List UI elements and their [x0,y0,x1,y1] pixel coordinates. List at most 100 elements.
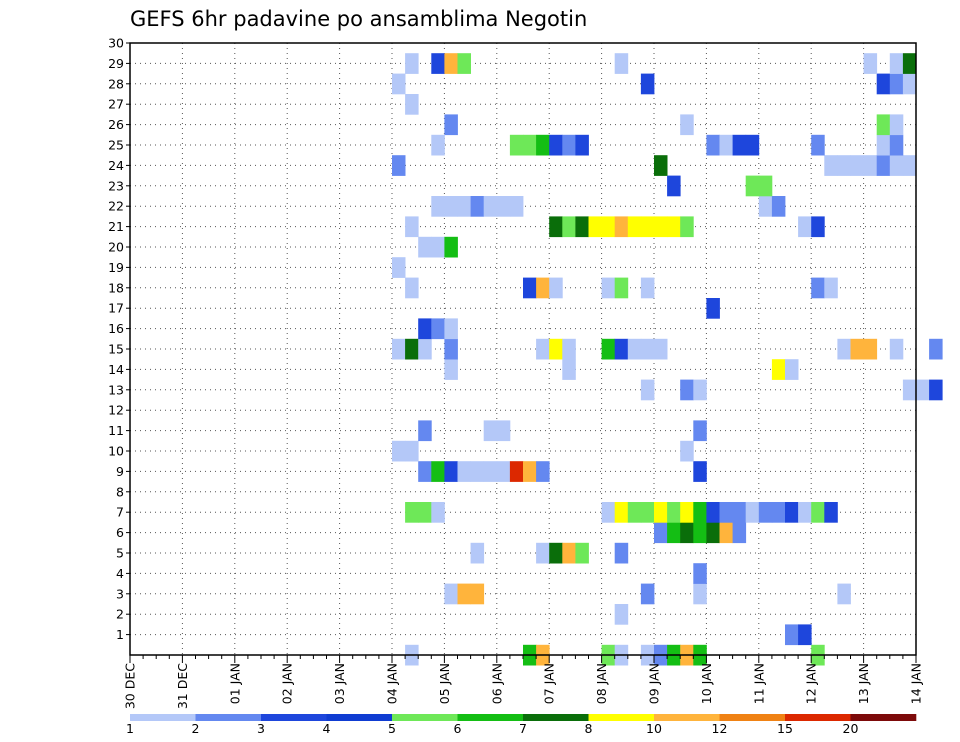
heatmap-cell [693,461,707,482]
heatmap-cell [745,134,760,156]
heatmap-cell [667,522,681,544]
heatmap-cell [798,624,812,646]
x-tick-label: 06 JAN [489,663,504,704]
heatmap-cells [392,53,943,666]
heatmap-cell [902,155,917,176]
heatmap-cell [693,502,707,523]
heatmap-cell [405,338,419,360]
heatmap-cell [614,216,629,238]
heatmap-cell [444,114,458,136]
x-tick-label: 09 JAN [647,663,662,704]
heatmap-cell [863,338,878,360]
heatmap-cell [693,379,707,401]
heatmap-cell [680,114,694,136]
heatmap-cell [431,461,445,482]
heatmap-cell [785,359,799,380]
y-tick-label: 15 [108,342,124,357]
heatmap-cell [889,53,904,74]
heatmap-cell [654,155,668,176]
heatmap-cell [627,216,642,238]
heatmap-cell [654,502,668,523]
heatmap-cell [863,155,878,176]
y-tick-label: 20 [108,240,124,255]
x-tick-label: 07 JAN [542,663,557,704]
heatmap-cell [418,318,432,340]
heatmap-cell [418,338,432,360]
colorbar-swatch [785,714,851,721]
heatmap-cell [798,216,812,238]
heatmap-cell [837,583,851,605]
x-tick-label: 14 JAN [909,663,924,704]
x-tick-label: 12 JAN [804,663,819,704]
heatmap-cell [667,216,681,238]
heatmap-cell [798,502,812,523]
heatmap-cell [536,542,550,564]
heatmap-cell [601,338,616,360]
heatmap-cell [706,522,720,544]
y-tick-label: 12 [108,403,124,418]
colorbar-swatch [588,714,655,721]
heatmap-cell [640,216,655,238]
heatmap-cell [614,338,629,360]
heatmap-cell [654,216,668,238]
colorbar-label: 12 [712,721,728,736]
heatmap-cell [693,522,707,544]
heatmap-cell [902,379,917,401]
heatmap-cell [719,502,733,523]
heatmap-cell [562,134,576,156]
heatmap-cell [876,155,891,176]
y-tick-label: 6 [116,525,124,540]
heatmap-cell [863,53,878,74]
heatmap-cell [680,502,694,523]
heatmap-cell [614,604,629,625]
colorbar-label: 5 [388,721,396,736]
heatmap-cell [509,196,524,217]
heatmap-cell [536,338,550,360]
heatmap-cell [418,236,432,258]
colorbar-swatch [523,714,589,721]
heatmap-cell [444,196,458,217]
y-tick-label: 3 [116,586,124,601]
colorbar-label: 4 [323,721,331,736]
heatmap-cell [470,196,485,217]
y-tick-label: 22 [108,199,124,214]
heatmap-cell [693,563,707,584]
y-tick-label: 24 [108,158,124,173]
colorbar-label: 1 [126,721,134,736]
x-tick-label: 05 JAN [437,663,452,704]
heatmap-cell [523,134,537,156]
heatmap-cell [916,379,930,401]
heatmap-cell [680,440,694,462]
heatmap-cell [850,338,864,360]
heatmap-cell [392,338,406,360]
heatmap-cell [418,502,432,523]
heatmap-cell [732,134,747,156]
heatmap-cell [640,502,655,523]
y-tick-label: 7 [116,505,124,520]
heatmap-cell [640,277,655,299]
heatmap-cell [444,461,458,482]
heatmap-cell [811,277,825,299]
heatmap-cell [392,440,406,462]
heatmap-cell [824,155,838,176]
colorbar-swatch [850,714,917,721]
heatmap-cell [575,542,589,564]
heatmap-cell [575,134,589,156]
heatmap-cell [889,338,904,360]
heatmap-cell [667,502,681,523]
colorbar-swatch [130,714,196,721]
heatmap-cell [850,155,864,176]
heatmap-cell [667,175,681,197]
heatmap-cell [889,134,904,156]
heatmap-cell [457,461,471,482]
heatmap-cell [405,94,419,115]
heatmap-cell [549,134,563,156]
x-tick-label: 11 JAN [751,663,766,704]
heatmap-cell [614,502,629,523]
heatmap-cell [654,522,668,544]
colorbar-swatch [457,714,524,721]
heatmap-cell [496,196,511,217]
y-tick-label: 28 [108,76,124,91]
heatmap-cell [706,502,720,523]
heatmap-cell [824,502,838,523]
